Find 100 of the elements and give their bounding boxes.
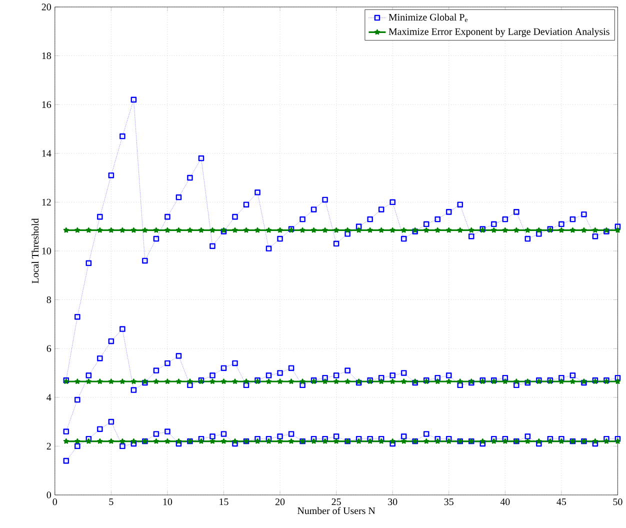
point <box>333 240 340 247</box>
point <box>333 434 340 440</box>
point <box>130 387 137 393</box>
point <box>614 224 621 230</box>
point <box>288 378 294 384</box>
point <box>232 227 238 233</box>
point <box>592 233 598 240</box>
point <box>164 378 170 384</box>
point <box>74 227 80 233</box>
point <box>176 353 182 359</box>
point <box>277 434 283 440</box>
point <box>86 378 92 384</box>
point <box>390 199 396 206</box>
x-tick-label: 5 <box>109 498 114 506</box>
x-axis-title: Number of Users N <box>298 507 376 514</box>
point <box>97 378 103 384</box>
point <box>536 438 542 444</box>
point <box>232 378 238 384</box>
x-tick-label: 25 <box>332 498 341 506</box>
point <box>322 196 328 203</box>
point <box>558 227 564 233</box>
point <box>220 378 227 384</box>
y-tick-label: 6 <box>46 345 52 352</box>
point <box>277 378 283 384</box>
point <box>220 365 227 372</box>
point <box>390 227 396 233</box>
point <box>254 227 260 233</box>
point <box>86 372 92 378</box>
point <box>164 214 170 220</box>
point <box>164 227 170 233</box>
point <box>210 434 216 440</box>
x-tick-label: 50 <box>613 498 622 506</box>
point <box>86 260 92 266</box>
point <box>74 438 80 444</box>
point <box>570 227 576 233</box>
point <box>266 246 272 252</box>
y-tick-label: 14 <box>42 150 52 157</box>
point <box>424 438 430 444</box>
point <box>401 438 407 444</box>
point <box>153 236 160 242</box>
point <box>108 438 114 444</box>
point <box>210 378 216 384</box>
point <box>108 418 114 425</box>
point <box>524 236 531 242</box>
point <box>581 227 587 233</box>
point <box>232 214 238 220</box>
point <box>558 221 564 228</box>
point <box>63 438 69 444</box>
x-tick-label: 30 <box>388 498 398 506</box>
point <box>344 227 350 233</box>
legend-label: Maximize Error Exponent by Large Deviation Analysis <box>388 28 610 38</box>
point <box>277 227 283 233</box>
point <box>468 227 474 233</box>
point <box>97 426 103 432</box>
point <box>570 378 576 384</box>
point <box>220 438 227 444</box>
point <box>334 378 340 384</box>
point <box>334 227 340 233</box>
point <box>367 227 373 233</box>
point <box>400 236 407 242</box>
point <box>334 438 340 444</box>
point <box>390 372 396 378</box>
point <box>344 368 350 374</box>
point <box>130 227 136 233</box>
point <box>423 431 430 437</box>
point <box>378 206 384 212</box>
point <box>400 370 407 376</box>
y-tick-label: 16 <box>42 101 52 108</box>
point <box>277 370 283 376</box>
point <box>120 443 126 450</box>
point <box>153 368 160 374</box>
point <box>536 231 542 237</box>
point <box>457 227 463 233</box>
point <box>356 224 362 230</box>
point <box>120 378 126 384</box>
y-tick-label: 0 <box>46 492 52 498</box>
point <box>344 378 350 384</box>
point <box>97 438 103 444</box>
point <box>176 438 182 444</box>
point <box>514 378 520 384</box>
point <box>153 378 159 384</box>
point <box>288 438 294 444</box>
point <box>558 378 564 384</box>
point <box>108 227 114 233</box>
point <box>187 378 193 384</box>
point <box>288 365 294 372</box>
point <box>142 258 148 264</box>
point <box>243 382 250 388</box>
point <box>333 372 340 378</box>
point <box>74 396 80 403</box>
point <box>480 440 486 447</box>
point <box>536 440 542 447</box>
point <box>592 227 598 233</box>
point <box>120 133 126 140</box>
point <box>266 372 272 378</box>
x-tick-label: 20 <box>275 498 285 506</box>
point <box>434 216 440 222</box>
point <box>401 378 407 384</box>
point <box>390 440 396 447</box>
point <box>198 227 204 233</box>
